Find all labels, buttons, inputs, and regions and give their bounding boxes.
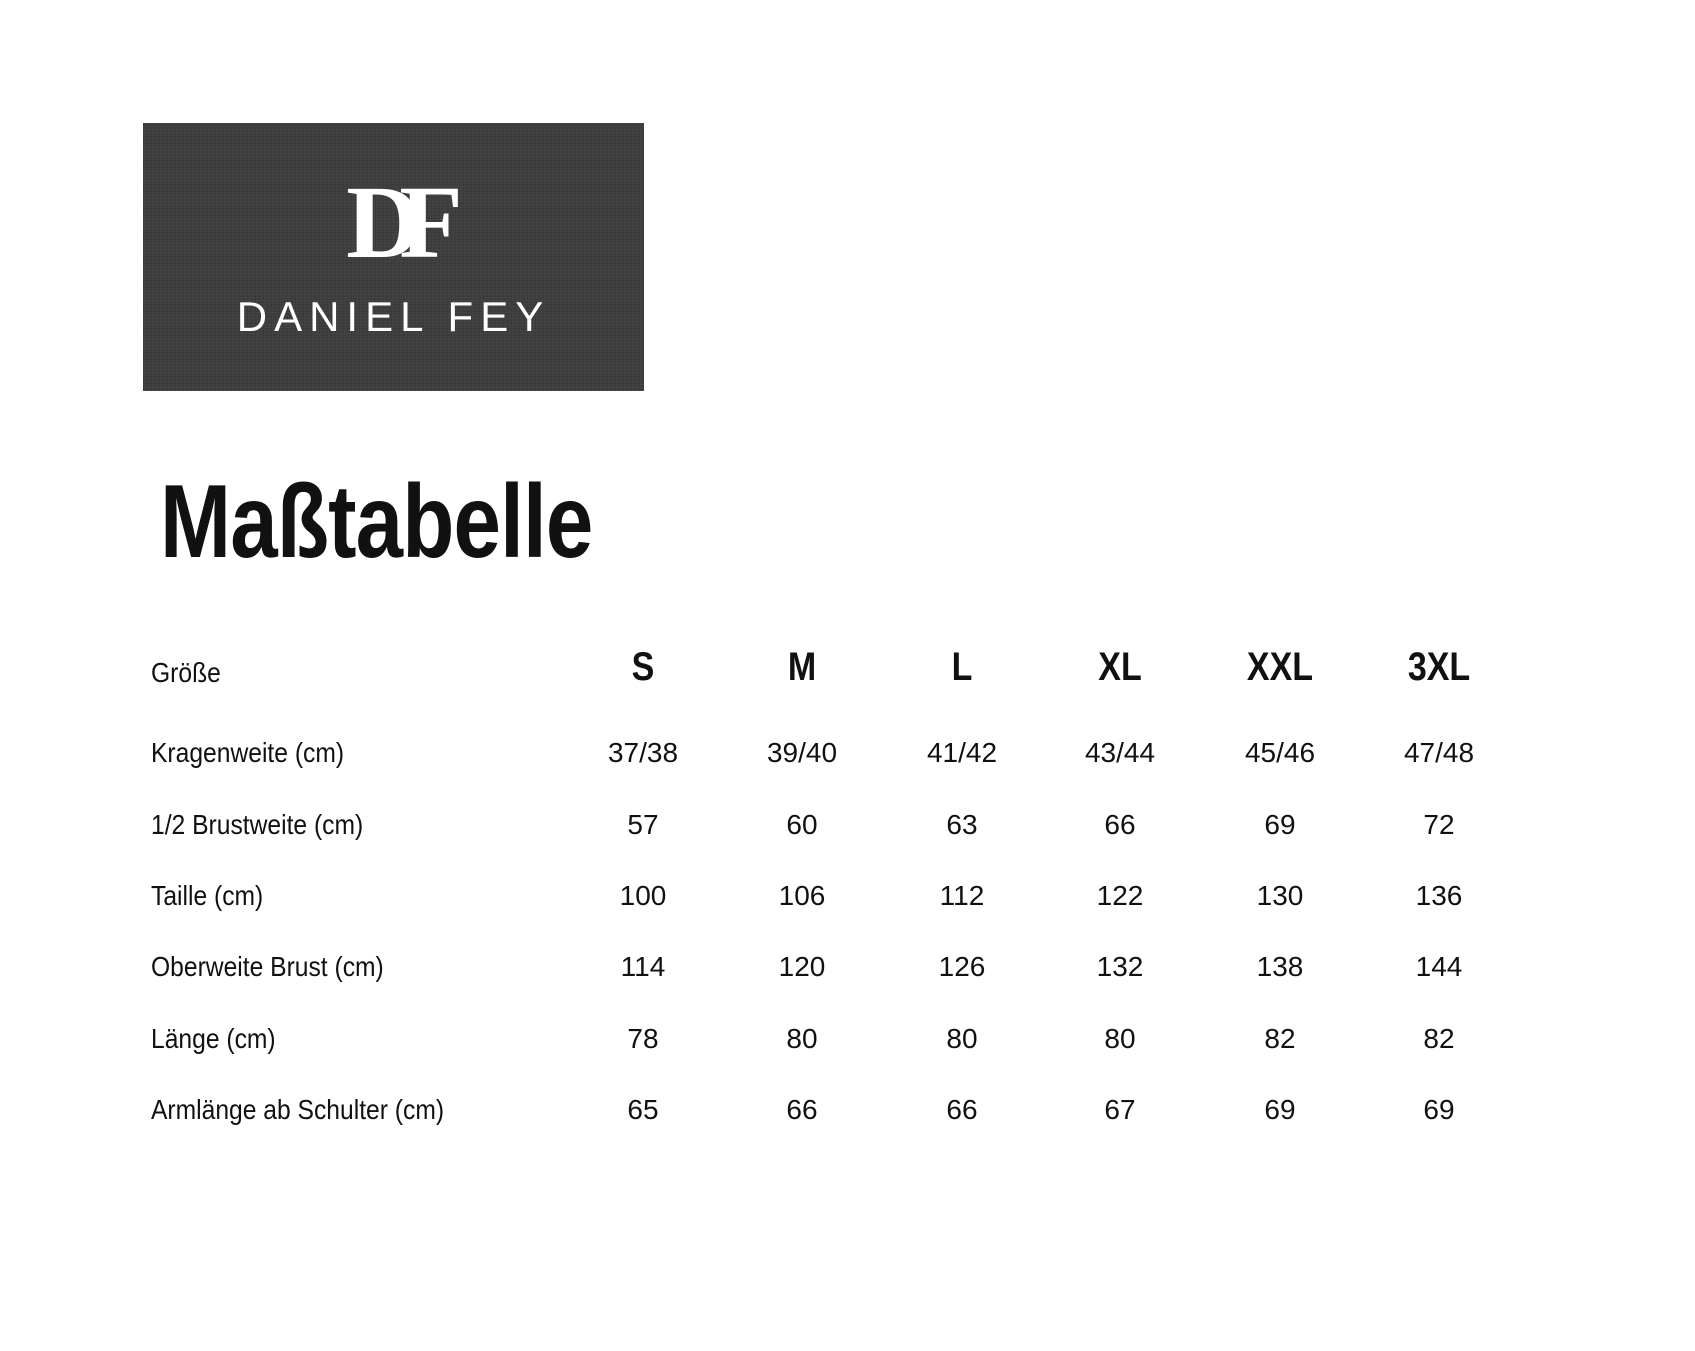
size-header: L: [951, 645, 973, 689]
size-header: M: [787, 645, 817, 689]
table-row: Kragenweite (cm) 37/38 39/40 41/42 43/44 45/4…: [0, 737, 1695, 777]
brand-logo: DF DANIEL FEY: [143, 123, 644, 391]
table-cell: 80: [786, 1023, 818, 1054]
table-cell: 106: [778, 880, 826, 911]
row-label: 1/2 Brustweite (cm): [151, 809, 364, 840]
row-label: Oberweite Brust (cm): [151, 951, 384, 982]
table-cell: 39/40: [766, 737, 838, 768]
row-label: Kragenweite (cm): [151, 737, 345, 768]
table-cell: 132: [1096, 951, 1144, 982]
table-cell: 138: [1256, 951, 1304, 982]
table-cell: 60: [786, 809, 818, 840]
table-cell: 37/38: [607, 737, 679, 768]
table-cell: 43/44: [1084, 737, 1156, 768]
table-cell: 47/48: [1403, 737, 1475, 768]
header-label: Größe: [151, 657, 221, 688]
table-cell: 120: [778, 951, 826, 982]
size-header: XL: [1098, 645, 1142, 689]
page-title: Maßtabelle: [160, 464, 593, 580]
table-row: Länge (cm) 78 80 80 80 82 82: [0, 1023, 1695, 1063]
table-cell: 82: [1264, 1023, 1296, 1054]
size-header: 3XL: [1407, 645, 1471, 689]
table-cell: 112: [939, 880, 985, 911]
table-cell: 130: [1256, 880, 1304, 911]
table-cell: 114: [620, 951, 666, 982]
table-cell: 41/42: [926, 737, 998, 768]
table-cell: 72: [1423, 809, 1455, 840]
size-header: XXL: [1246, 645, 1314, 689]
logo-monogram: DF: [346, 165, 463, 280]
table-cell: 136: [1415, 880, 1463, 911]
table-cell: 66: [946, 1094, 978, 1125]
table-cell: 69: [1264, 809, 1296, 840]
table-cell: 78: [627, 1023, 659, 1054]
table-cell: 66: [786, 1094, 818, 1125]
table-cell: 144: [1415, 951, 1463, 982]
table-cell: 67: [1104, 1094, 1136, 1125]
size-header: S: [631, 645, 655, 689]
table-cell: 65: [627, 1094, 659, 1125]
row-label: Armlänge ab Schulter (cm): [151, 1094, 445, 1125]
table-cell: 82: [1423, 1023, 1455, 1054]
table-cell: 57: [627, 809, 659, 840]
logo-brand-name: DANIEL FEY: [236, 293, 551, 340]
table-row: Oberweite Brust (cm) 114 120 126 132 138 144: [0, 951, 1695, 991]
table-cell: 63: [946, 809, 978, 840]
table-cell: 80: [946, 1023, 978, 1054]
table-row: Taille (cm) 100 106 112 122 130 136: [0, 880, 1695, 920]
row-label: Taille (cm): [151, 880, 264, 911]
table-cell: 66: [1104, 809, 1136, 840]
table-row: 1/2 Brustweite (cm) 57 60 63 66 69 72: [0, 809, 1695, 849]
table-cell: 45/46: [1244, 737, 1316, 768]
table-cell: 69: [1423, 1094, 1455, 1125]
table-row: Armlänge ab Schulter (cm) 65 66 66 67 69 69: [0, 1094, 1695, 1134]
table-cell: 69: [1264, 1094, 1296, 1125]
table-cell: 126: [938, 951, 986, 982]
table-cell: 100: [619, 880, 667, 911]
table-cell: 80: [1104, 1023, 1136, 1054]
table-cell: 122: [1096, 880, 1144, 911]
table-header-row: Größe S M L XL XXL 3XL: [0, 645, 1695, 697]
row-label: Länge (cm): [151, 1023, 276, 1054]
